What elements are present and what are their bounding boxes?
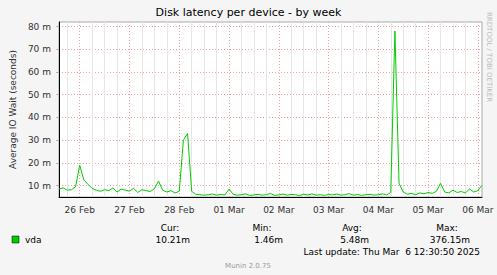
svg-text:02 Mar: 02 Mar [263,205,295,215]
svg-text:28 Feb: 28 Feb [164,205,195,215]
svg-text:06 Mar: 06 Mar [462,205,494,215]
svg-text:Average IO Wait (seconds): Average IO Wait (seconds) [8,50,18,169]
svg-text:Last update: Thu Mar 6 12:30:: Last update: Thu Mar 6 12:30:50 2025 [304,247,480,257]
svg-text:27 Feb: 27 Feb [114,205,145,215]
svg-text:20 m: 20 m [28,158,51,168]
svg-text:Avg:: Avg: [342,223,362,233]
svg-text:80 m: 80 m [28,22,51,32]
svg-text:5.48m: 5.48m [340,235,369,245]
svg-text:26 Feb: 26 Feb [65,205,96,215]
svg-text:01 Mar: 01 Mar [213,205,245,215]
svg-text:Cur:: Cur: [161,223,180,233]
svg-text:40 m: 40 m [28,112,51,122]
svg-text:50 m: 50 m [28,90,51,100]
svg-text:03 Mar: 03 Mar [313,205,345,215]
svg-text:Disk latency per device - by w: Disk latency per device - by week [156,6,342,19]
svg-text:vda: vda [25,235,42,245]
svg-text:10 m: 10 m [28,181,51,191]
svg-text:30 m: 30 m [28,135,51,145]
svg-text:70 m: 70 m [28,44,51,54]
svg-text:Min:: Min: [252,223,271,233]
svg-text:Max:: Max: [436,223,458,233]
svg-text:Munin 2.0.75: Munin 2.0.75 [225,262,271,270]
svg-text:RRDTOOL / TOBI OETIKER: RRDTOOL / TOBI OETIKER [485,12,493,102]
svg-text:04 Mar: 04 Mar [363,205,395,215]
svg-text:10.21m: 10.21m [155,235,190,245]
svg-text:376.15m: 376.15m [430,235,470,245]
svg-text:05 Mar: 05 Mar [412,205,444,215]
svg-text:60 m: 60 m [28,67,51,77]
svg-text:1.46m: 1.46m [254,235,283,245]
